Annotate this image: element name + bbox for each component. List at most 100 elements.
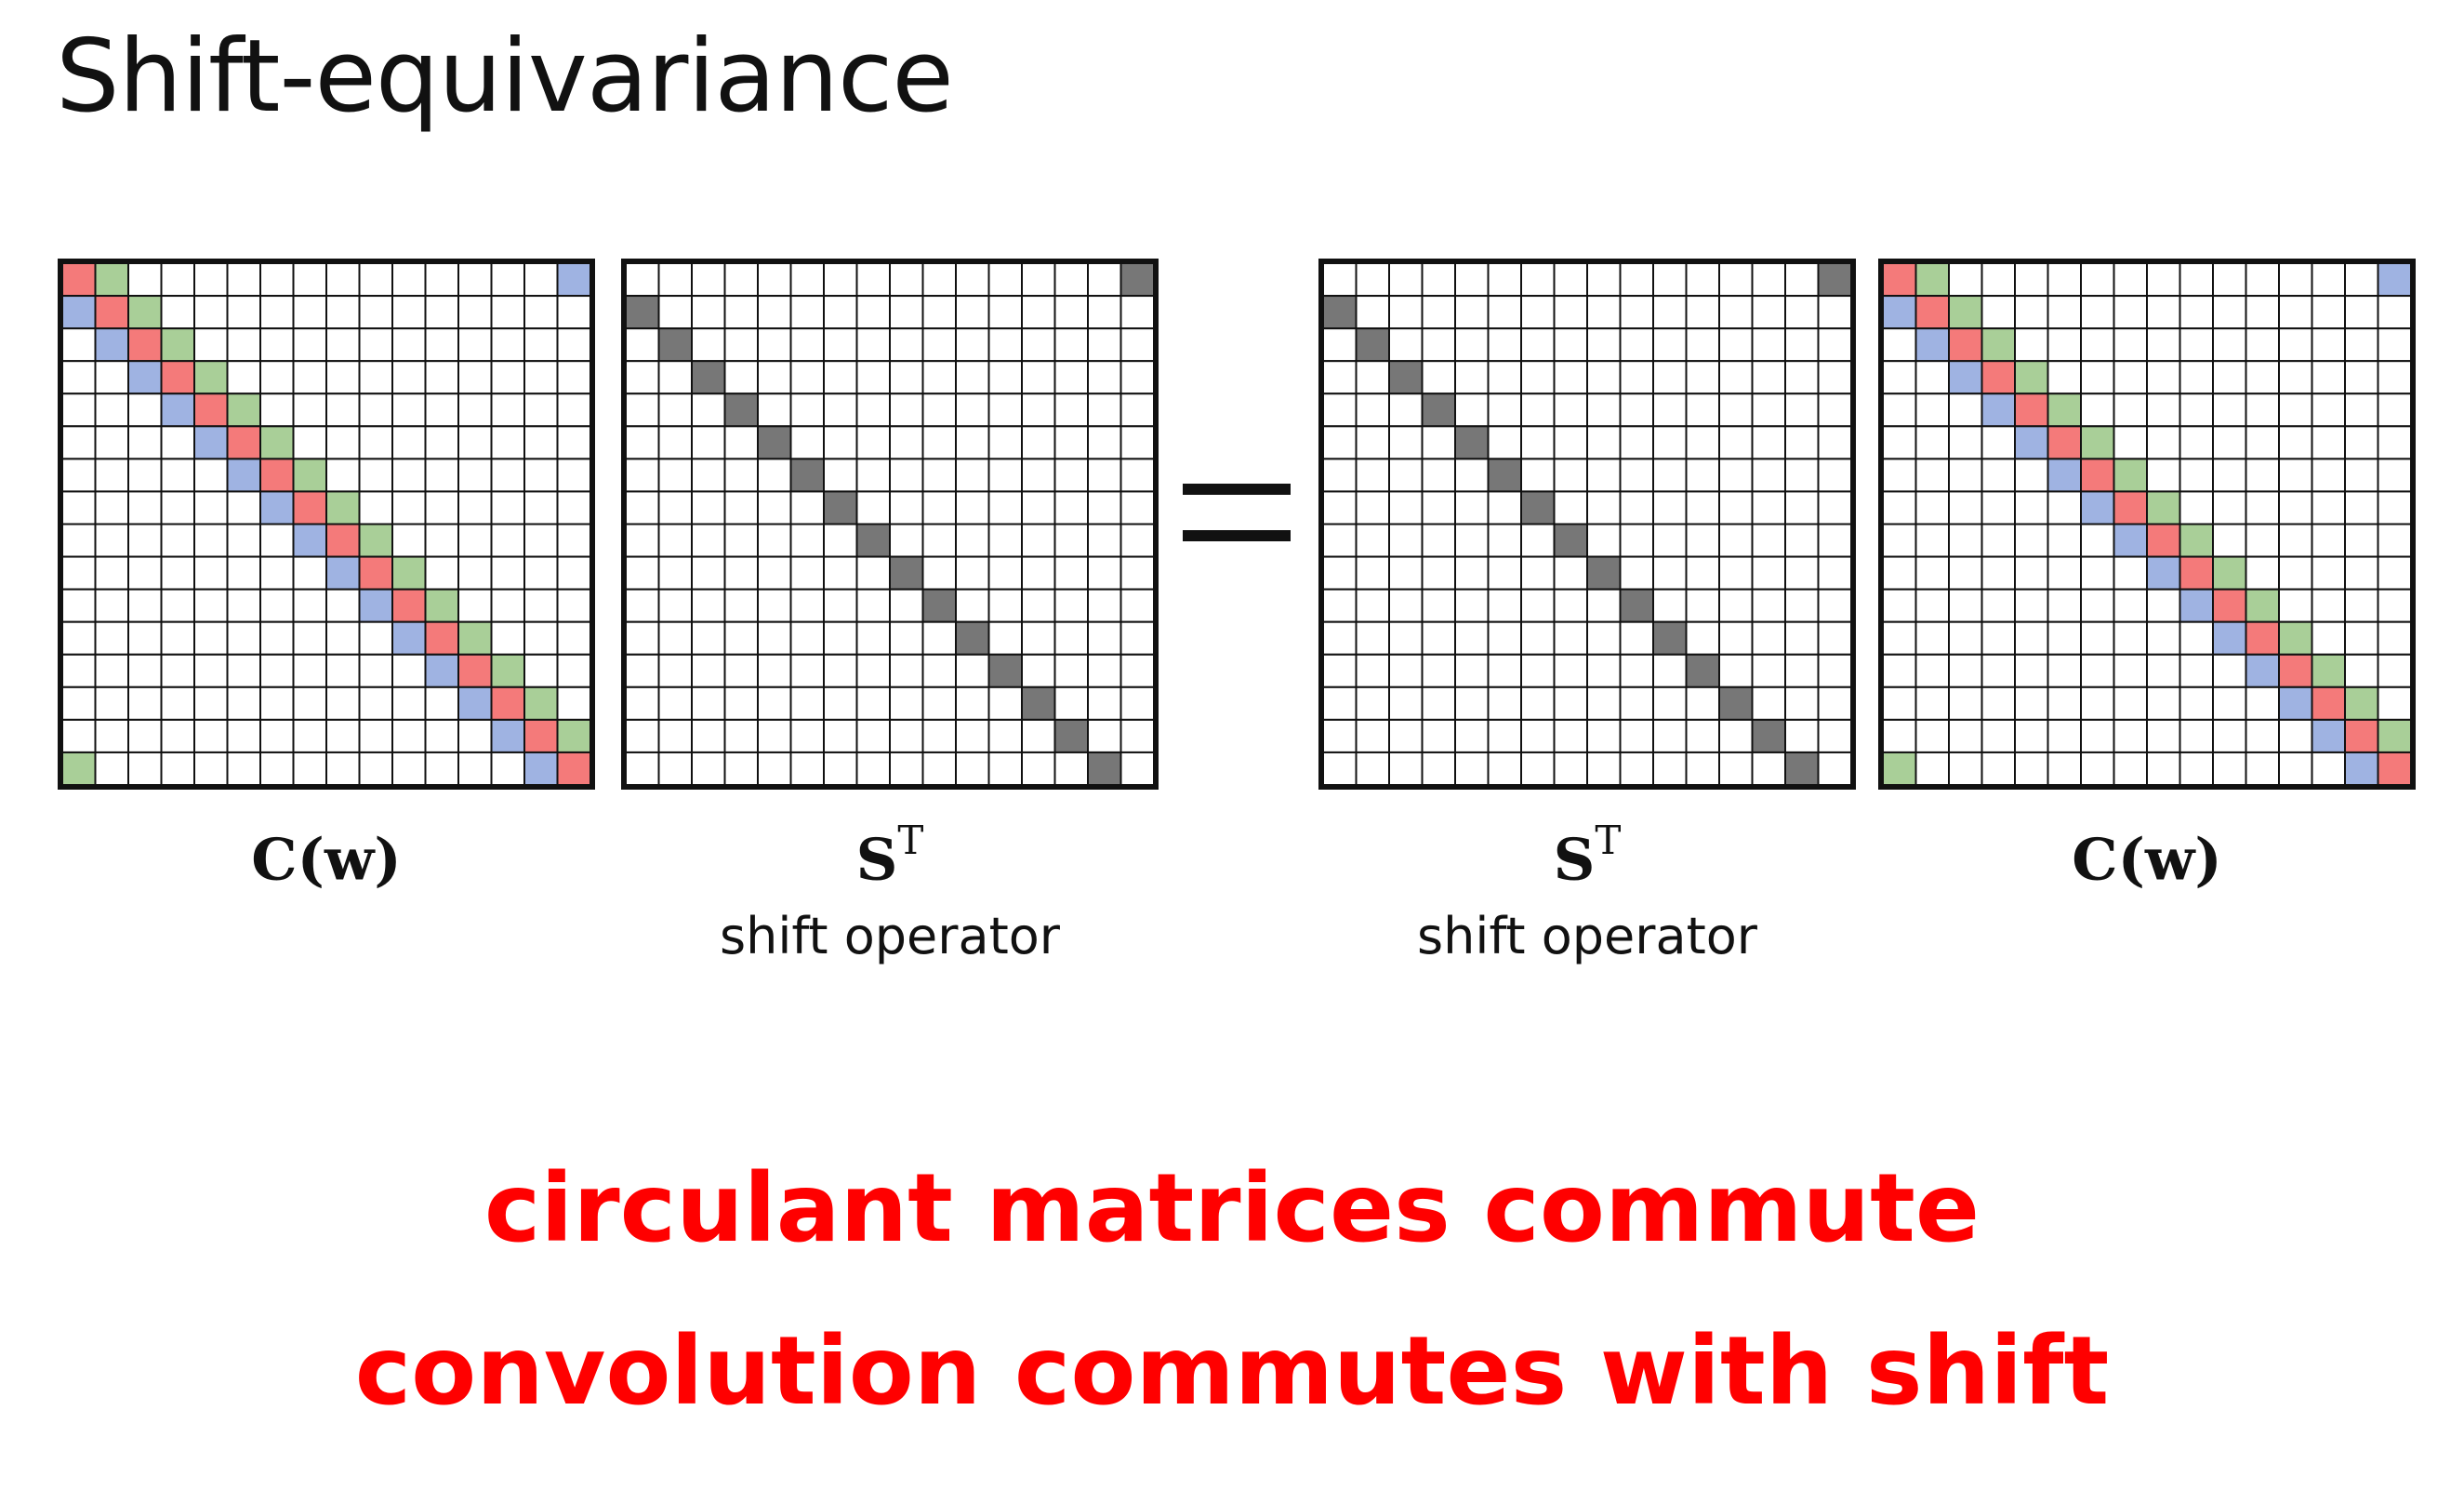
matrix-cell xyxy=(2245,458,2280,493)
matrix-cell xyxy=(1882,718,1917,753)
matrix-cell xyxy=(325,392,361,428)
matrix-cell xyxy=(1454,751,1490,786)
matrix-cell xyxy=(889,490,924,525)
matrix-cell xyxy=(1817,751,1852,786)
matrix-cell xyxy=(259,685,295,721)
matrix-cell xyxy=(2080,392,2115,428)
matrix-cell xyxy=(1520,718,1556,753)
matrix-cell xyxy=(1980,523,2016,558)
matrix-cell xyxy=(1322,262,1358,298)
matrix-cell xyxy=(1322,555,1358,591)
matrix-cell xyxy=(1021,327,1056,363)
matrix-cell xyxy=(292,718,327,753)
matrix-cell xyxy=(1948,458,1983,493)
matrix-cell xyxy=(823,555,858,591)
matrix-cell xyxy=(61,295,97,330)
matrix-cell xyxy=(1784,653,1820,688)
matrix-cell xyxy=(889,523,924,558)
matrix-cell xyxy=(1355,620,1390,656)
matrix-cell xyxy=(391,588,427,623)
matrix-cell xyxy=(2113,653,2148,688)
matrix-cell xyxy=(2080,360,2115,395)
matrix-cell xyxy=(523,555,559,591)
matrix-cell xyxy=(193,295,229,330)
matrix-cell xyxy=(1751,653,1786,688)
matrix-cell xyxy=(691,262,726,298)
matrix-cell xyxy=(1053,555,1089,591)
matrix-cell xyxy=(523,620,559,656)
matrix-cell xyxy=(1053,458,1089,493)
matrix-cell xyxy=(1980,262,2016,298)
matrix-cell xyxy=(625,490,660,525)
matrix-cell xyxy=(921,360,957,395)
matrix-cell xyxy=(1119,685,1155,721)
matrix-cell xyxy=(2014,718,2049,753)
matrix-cell xyxy=(757,751,792,786)
matrix-cell xyxy=(1388,620,1424,656)
matrix-cell xyxy=(1652,751,1688,786)
matrix-cell xyxy=(723,685,759,721)
matrix-cell xyxy=(1914,360,1950,395)
matrix-cell xyxy=(691,685,726,721)
matrix-cell xyxy=(955,718,990,753)
matrix-cell xyxy=(1119,360,1155,395)
matrix-cell xyxy=(1520,327,1556,363)
matrix-cell xyxy=(921,718,957,753)
matrix-cell xyxy=(1718,458,1754,493)
matrix-cell xyxy=(987,653,1023,688)
matrix-cell xyxy=(457,653,493,688)
matrix-cell xyxy=(1817,685,1852,721)
matrix-cell xyxy=(2146,295,2181,330)
matrix-cell xyxy=(556,620,591,656)
matrix-cell xyxy=(1021,360,1056,395)
matrix-cell xyxy=(2377,360,2412,395)
matrix-cell xyxy=(424,327,459,363)
matrix-cell xyxy=(1322,653,1358,688)
matrix-cell xyxy=(1119,653,1155,688)
matrix-cell xyxy=(1087,751,1122,786)
matrix-cell xyxy=(1487,751,1522,786)
matrix-cell xyxy=(1421,588,1456,623)
matrix-cell xyxy=(1718,555,1754,591)
matrix-cell xyxy=(2311,360,2346,395)
matrix-cell xyxy=(921,262,957,298)
matrix-cell xyxy=(490,327,525,363)
matrix-cell xyxy=(1421,490,1456,525)
matrix-cell xyxy=(1021,751,1056,786)
matrix-cell xyxy=(2014,295,2049,330)
matrix-cell xyxy=(657,360,693,395)
matrix-cell xyxy=(61,458,97,493)
matrix-cell xyxy=(1718,620,1754,656)
matrix-cell xyxy=(325,360,361,395)
matrix-cell xyxy=(292,490,327,525)
matrix-cell xyxy=(1087,425,1122,460)
equals-sign xyxy=(1183,484,1291,541)
matrix-cell xyxy=(61,392,97,428)
matrix-cell xyxy=(523,392,559,428)
matrix-cell xyxy=(1421,262,1456,298)
matrix-cell xyxy=(2311,262,2346,298)
matrix-cell xyxy=(921,392,957,428)
matrix-cell xyxy=(1021,523,1056,558)
matrix-cell xyxy=(955,555,990,591)
matrix-cell xyxy=(325,458,361,493)
matrix-cell xyxy=(1652,718,1688,753)
matrix-cell xyxy=(2113,751,2148,786)
matrix-cell xyxy=(2113,523,2148,558)
matrix-cell xyxy=(1553,262,1588,298)
matrix-cell xyxy=(855,360,891,395)
matrix-cell xyxy=(1355,458,1390,493)
matrix-cell xyxy=(457,718,493,753)
matrix-cell xyxy=(2245,718,2280,753)
matrix-cell xyxy=(1087,295,1122,330)
matrix-cell xyxy=(657,458,693,493)
matrix-cell xyxy=(757,718,792,753)
matrix-cell xyxy=(2212,718,2247,753)
matrix-cell xyxy=(889,392,924,428)
matrix-cell xyxy=(921,588,957,623)
matrix-cell xyxy=(987,588,1023,623)
matrix-cell xyxy=(2146,327,2181,363)
matrix-cell xyxy=(292,751,327,786)
matrix-cell xyxy=(1322,620,1358,656)
matrix-cell xyxy=(127,360,163,395)
